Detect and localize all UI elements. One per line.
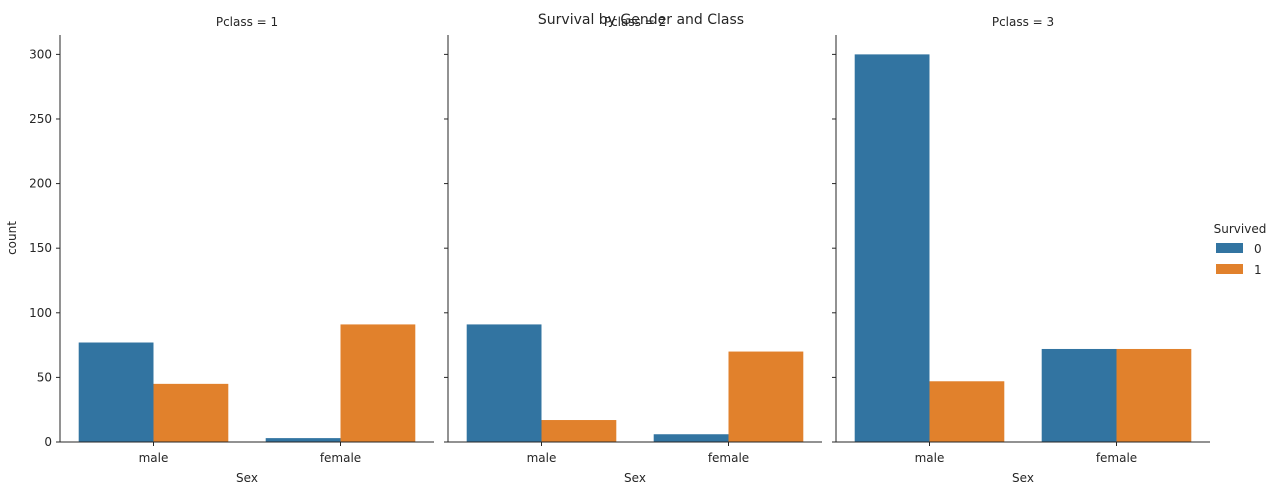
legend-swatch-1 (1216, 264, 1243, 274)
bar-pclass3-male-survived1 (929, 381, 1005, 442)
bar-pclass1-female-survived0 (265, 438, 341, 442)
bar-pclass3-female-survived1 (1116, 348, 1192, 442)
bar-pclass3-male-survived0 (854, 54, 930, 442)
legend-label-0: 0 (1254, 242, 1262, 256)
y-tick-label: 50 (37, 370, 52, 384)
x-tick-label: female (320, 451, 361, 465)
bar-pclass2-male-survived1 (541, 420, 617, 442)
x-axis-label-panel-3: Sex (1012, 471, 1034, 485)
x-axis-label-panel-2: Sex (624, 471, 646, 485)
panel-title-3: Pclass = 3 (992, 15, 1054, 29)
bar-pclass2-female-survived1 (728, 351, 804, 442)
x-tick-label: female (1096, 451, 1137, 465)
bar-pclass2-female-survived0 (653, 434, 729, 442)
y-axis-label: count (5, 221, 19, 255)
bar-pclass3-female-survived0 (1041, 348, 1117, 442)
x-tick-label: male (527, 451, 557, 465)
x-axis-label-panel-1: Sex (236, 471, 258, 485)
figure-title: Survival by Gender and Class (538, 12, 744, 28)
x-tick-label: male (139, 451, 169, 465)
bar-pclass1-male-survived0 (78, 342, 154, 442)
y-tick-label: 250 (29, 112, 52, 126)
panel-title-2: Pclass = 2 (604, 15, 666, 29)
legend-label-1: 1 (1254, 263, 1262, 277)
y-tick-label: 0 (44, 435, 52, 449)
legend-swatch-0 (1216, 243, 1243, 253)
bar-pclass2-male-survived0 (466, 324, 542, 442)
y-tick-label: 100 (29, 306, 52, 320)
bar-pclass1-female-survived1 (340, 324, 416, 442)
y-tick-label: 200 (29, 177, 52, 191)
x-tick-label: female (708, 451, 749, 465)
y-tick-label: 150 (29, 241, 52, 255)
bar-pclass1-male-survived1 (153, 383, 229, 442)
panel-title-1: Pclass = 1 (216, 15, 278, 29)
y-tick-label: 300 (29, 47, 52, 61)
legend-title: Survived (1214, 222, 1267, 236)
x-tick-label: male (915, 451, 945, 465)
